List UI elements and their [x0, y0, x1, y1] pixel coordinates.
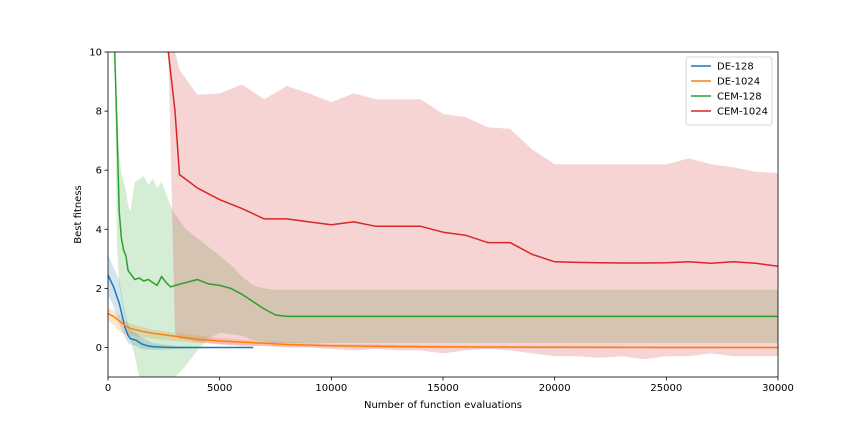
- series-lines: [108, 52, 778, 349]
- y-tick-label: 0: [96, 343, 102, 354]
- x-axis-label: Number of function evaluations: [364, 400, 522, 411]
- y-axis-ticks: 0 2 4 6 8 10: [89, 48, 108, 354]
- y-axis-label: Best fitness: [73, 185, 84, 243]
- y-tick-label: 2: [96, 284, 102, 295]
- series-line-cem-1024: [167, 52, 778, 267]
- legend-label-de-128: DE-128: [717, 62, 754, 73]
- y-tick-label: 10: [89, 48, 102, 59]
- band-cem-128: [114, 52, 778, 377]
- y-tick-label: 8: [96, 107, 102, 118]
- series-line-cem-128: [113, 52, 778, 318]
- legend-label-de-1024: DE-1024: [717, 77, 760, 88]
- series-line-de-1024: [108, 312, 778, 349]
- y-tick-label: 4: [96, 225, 102, 236]
- plot-area: [108, 52, 778, 377]
- legend-label-cem-1024: CEM-1024: [717, 107, 768, 118]
- legend-box: [685, 56, 773, 126]
- series-line-de-128: [108, 274, 254, 349]
- x-tick-label: 10000: [315, 383, 347, 394]
- x-tick-label: 0: [105, 383, 111, 394]
- x-tick-label: 5000: [207, 383, 232, 394]
- confidence-bands: [108, 52, 778, 377]
- legend: DE-128 DE-1024 CEM-128 CEM-1024: [685, 56, 773, 126]
- x-tick-label: 15000: [427, 383, 459, 394]
- y-tick-label: 6: [96, 166, 102, 177]
- legend-label-cem-128: CEM-128: [717, 92, 762, 103]
- x-axis-ticks: 0 5000 10000 15000 20000 25000 30000: [105, 377, 794, 394]
- band-cem-1024: [168, 52, 778, 360]
- x-tick-label: 30000: [762, 383, 794, 394]
- x-tick-label: 20000: [539, 383, 571, 394]
- x-tick-label: 25000: [650, 383, 682, 394]
